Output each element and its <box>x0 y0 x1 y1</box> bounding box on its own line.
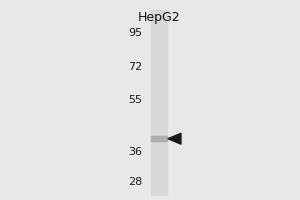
Text: 55: 55 <box>128 95 142 105</box>
Text: HepG2: HepG2 <box>137 11 180 24</box>
Text: 36: 36 <box>128 147 142 157</box>
Text: 72: 72 <box>128 62 142 72</box>
Polygon shape <box>168 133 181 144</box>
Text: 95: 95 <box>128 28 142 38</box>
Text: 28: 28 <box>128 177 142 187</box>
Bar <box>151 10 166 196</box>
Bar <box>151 136 166 141</box>
